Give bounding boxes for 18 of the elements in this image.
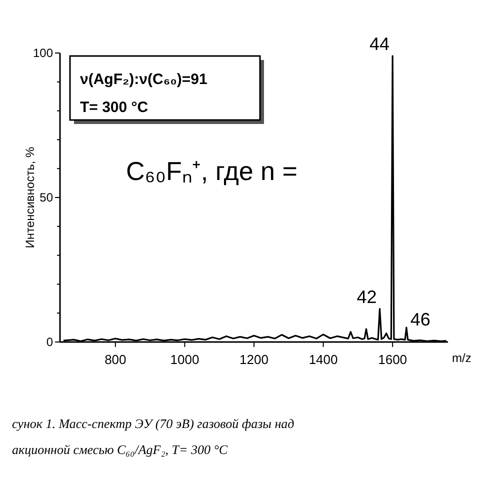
x-axis-title: m/z <box>452 351 472 365</box>
annotation: T= 300 °C <box>80 99 148 116</box>
y-tick-label: 50 <box>40 190 54 204</box>
x-tick-label: 1000 <box>170 352 200 367</box>
text: акционной смесью C₆₀/AgF₂, T= 300 °C <box>12 442 228 457</box>
annotation: 42 <box>356 286 377 307</box>
annotation: C₆₀Fₙ⁺, где n = <box>126 156 298 186</box>
x-tick-label: 1200 <box>240 352 268 367</box>
x-tick-label: 1600 <box>378 352 408 367</box>
x-tick-label: 1400 <box>308 352 338 367</box>
annotation: ν(AgF₂):ν(C₆₀)=91 <box>80 71 208 88</box>
x-tick-label: 800 <box>104 352 126 367</box>
y-axis-title: Интенсивность, % <box>23 146 37 248</box>
text: сунок 1. Масс-спектр ЭУ (70 эВ) газовой фазы над <box>12 416 295 431</box>
annotation: 46 <box>410 310 430 330</box>
y-tick-label: 100 <box>32 46 54 60</box>
annotation: 44 <box>370 34 390 54</box>
y-tick-label: 0 <box>46 335 54 349</box>
